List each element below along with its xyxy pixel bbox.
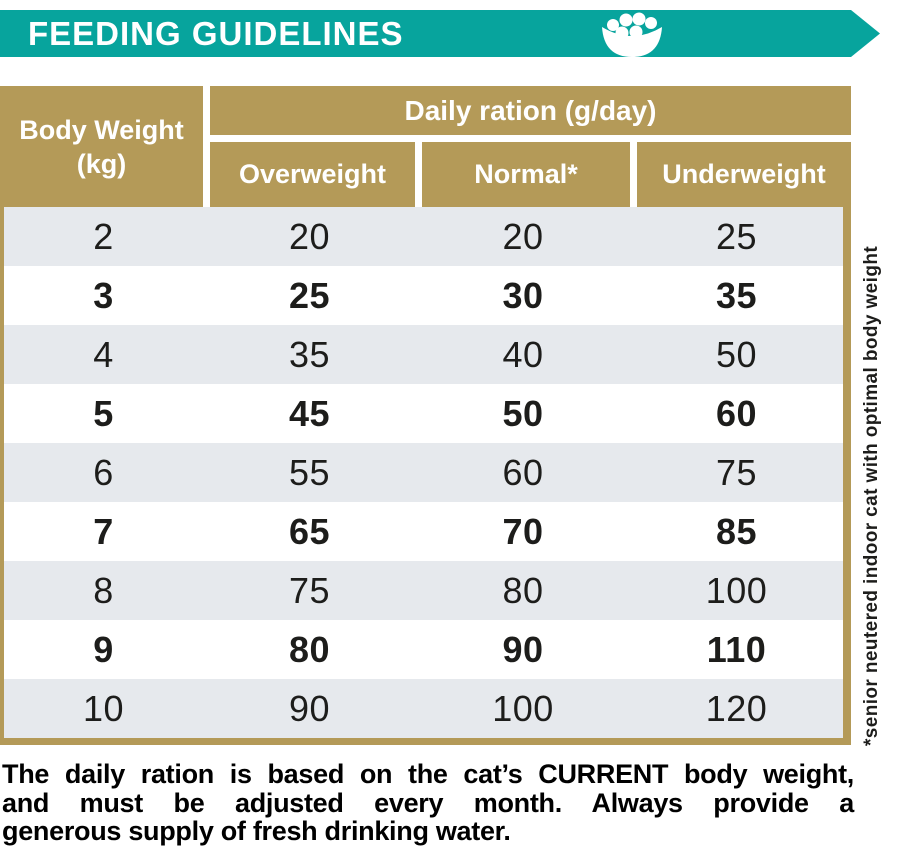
underweight-ration-cell: 50 <box>715 333 758 375</box>
header-divider-vertical <box>203 86 210 207</box>
overweight-ration-cell: 90 <box>288 687 331 729</box>
table-row: 5 45 50 60 <box>4 384 843 443</box>
normal-ration-cell: 30 <box>502 274 544 316</box>
overweight-ration-cell: 20 <box>288 215 331 257</box>
feeding-table: Body Weight (kg) Daily ration (g/day) Ov… <box>0 86 851 745</box>
table-body: 2 20 20 25 3 25 30 35 4 35 40 50 5 45 50 <box>0 207 851 745</box>
table-row: 4 35 40 50 <box>4 325 843 384</box>
subheader-row: Overweight Normal* Underweight <box>210 142 851 207</box>
normal-ration-cell: 80 <box>502 569 544 611</box>
body-weight-cell: 2 <box>93 215 114 257</box>
column-header-underweight: Underweight <box>662 159 826 189</box>
table-row: 9 80 90 110 <box>4 620 843 679</box>
underweight-ration-cell: 110 <box>706 628 767 670</box>
column-header-body-weight: Body Weight (kg) <box>19 114 184 179</box>
underweight-ration-cell: 85 <box>715 510 758 552</box>
table-row: 8 75 80 100 <box>4 561 843 620</box>
normal-ration-cell: 100 <box>492 687 554 729</box>
kibble-bowl-icon <box>602 12 662 57</box>
overweight-ration-cell: 65 <box>288 510 331 552</box>
table-row: 2 20 20 25 <box>4 207 843 266</box>
normal-ration-cell: 50 <box>502 392 544 434</box>
column-header-normal: Normal* <box>474 159 578 189</box>
table-row: 10 90 100 120 <box>4 679 843 738</box>
normal-ration-cell: 70 <box>502 510 544 552</box>
body-weight-cell: 5 <box>93 392 114 434</box>
subheader-divider <box>415 142 422 207</box>
header-divider-horizontal <box>210 135 851 142</box>
footer-note: The daily ration is based on the cat’s C… <box>2 760 854 846</box>
overweight-ration-cell: 25 <box>288 274 331 316</box>
overweight-ration-cell: 75 <box>288 569 331 611</box>
table-row: 6 55 60 75 <box>4 443 843 502</box>
body-weight-cell: 4 <box>93 333 114 375</box>
normal-ration-cell: 90 <box>502 628 544 670</box>
underweight-ration-cell: 75 <box>715 451 758 493</box>
body-weight-cell: 9 <box>93 628 114 670</box>
table-header: Body Weight (kg) Daily ration (g/day) Ov… <box>0 86 851 207</box>
normal-ration-cell: 20 <box>502 215 544 257</box>
body-weight-cell: 7 <box>93 510 114 552</box>
overweight-ration-cell: 45 <box>288 392 331 434</box>
column-group-header-daily-ration: Daily ration (g/day) <box>404 94 657 126</box>
overweight-ration-cell: 35 <box>288 333 331 375</box>
normal-ration-cell: 40 <box>502 333 544 375</box>
underweight-ration-cell: 60 <box>715 392 758 434</box>
body-weight-cell: 8 <box>93 569 114 611</box>
normal-ration-cell: 60 <box>502 451 544 493</box>
overweight-ration-cell: 55 <box>288 451 331 493</box>
footer-note-line: and must be adjusted every month. Always… <box>2 787 854 818</box>
underweight-ration-cell: 100 <box>705 569 768 611</box>
page-title: FEEDING GUIDELINES <box>28 14 404 52</box>
footer-note-line: generous supply of fresh drinking water. <box>2 816 511 846</box>
vertical-footnote: *senior neutered indoor cat with optimal… <box>861 245 882 746</box>
banner: FEEDING GUIDELINES <box>0 10 880 57</box>
underweight-ration-cell: 35 <box>715 274 758 316</box>
subheader-divider <box>630 142 637 207</box>
column-header-overweight: Overweight <box>238 159 387 189</box>
underweight-ration-cell: 25 <box>715 215 758 257</box>
table-row: 3 25 30 35 <box>4 266 843 325</box>
body-weight-cell: 6 <box>93 451 114 493</box>
body-weight-cell: 10 <box>82 687 125 729</box>
table-row: 7 65 70 85 <box>4 502 843 561</box>
footer-note-line: The daily ration is based on the cat’s C… <box>2 759 854 789</box>
underweight-ration-cell: 120 <box>705 687 768 729</box>
body-weight-cell: 3 <box>93 274 114 316</box>
overweight-ration-cell: 80 <box>288 628 331 670</box>
